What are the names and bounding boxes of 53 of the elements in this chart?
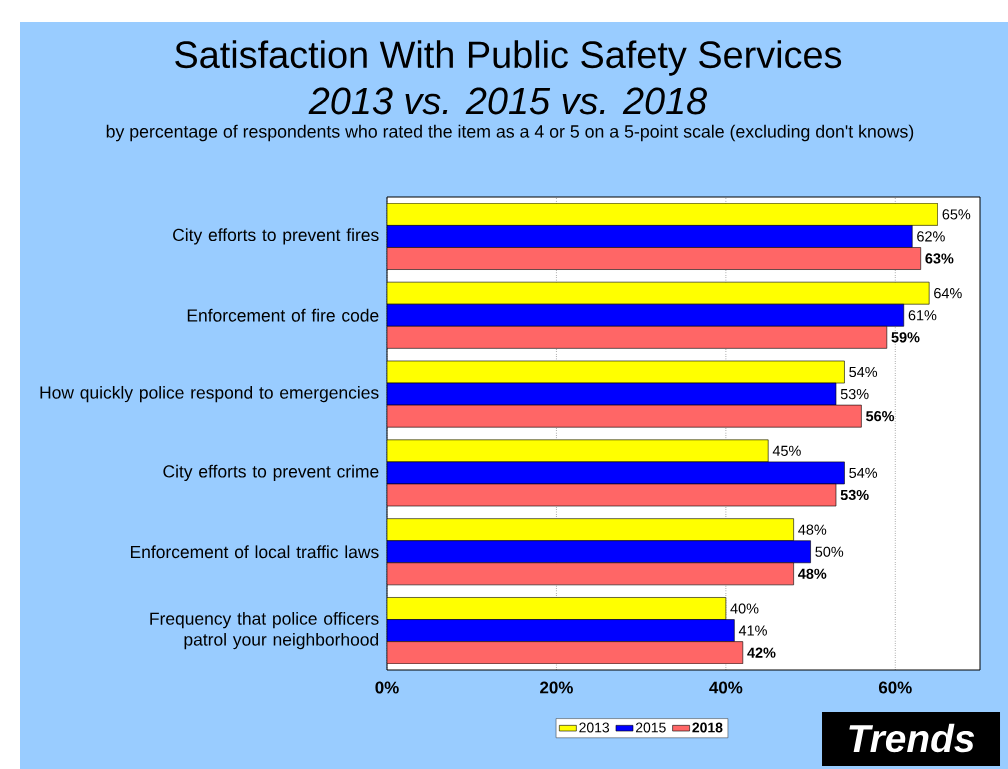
- data-label: 62%: [917, 231, 945, 242]
- x-tick-label: 0%: [375, 681, 399, 694]
- bar: [387, 439, 769, 463]
- data-label: 56%: [866, 411, 895, 422]
- data-label: 41%: [738, 625, 767, 636]
- bar: [387, 303, 905, 327]
- data-label: 53%: [840, 388, 869, 400]
- x-tick-label: 20%: [540, 681, 573, 694]
- data-label: 40%: [730, 603, 759, 614]
- bar: [387, 562, 794, 586]
- bar: [387, 597, 727, 620]
- bar: [387, 203, 938, 226]
- data-label: 54%: [849, 467, 878, 478]
- data-label: 45%: [772, 445, 801, 456]
- legend-label: 2013: [579, 722, 610, 733]
- bar: [387, 281, 930, 305]
- bar: [387, 404, 862, 428]
- x-tick-label: 40%: [709, 681, 743, 694]
- y-tick-label: Enforcement of fire code: [187, 308, 379, 322]
- y-tick-label: City efforts to prevent fires: [173, 228, 379, 245]
- y-tick-label: Frequency that police officers patrol your neighborhood: [150, 611, 379, 650]
- text: Trends: [849, 723, 975, 753]
- y-tick-label: City efforts to prevent crime: [163, 464, 379, 482]
- bar: [387, 483, 837, 507]
- bar: [387, 641, 744, 664]
- data-label: 63%: [925, 253, 954, 264]
- bar: [387, 382, 837, 406]
- y-tick-label: Enforcement of local traffic laws: [130, 545, 379, 559]
- data-label: 65%: [942, 209, 971, 220]
- bar: [387, 619, 735, 642]
- legend-label: 2018: [692, 722, 723, 733]
- data-label: 64%: [934, 288, 962, 299]
- data-label: 48%: [798, 524, 827, 535]
- bar: [387, 518, 794, 542]
- data-label: 53%: [840, 489, 869, 501]
- legend-label: 2015: [635, 722, 666, 733]
- chart-subtitle: 2013 vs. 2015 vs. 2018: [308, 87, 707, 115]
- data-label: 54%: [849, 366, 878, 378]
- bar: [387, 360, 845, 384]
- chart-title: Satisfaction With Public Safety Services: [175, 40, 842, 76]
- data-label: 42%: [747, 647, 776, 658]
- data-label: 50%: [815, 546, 844, 557]
- data-label: 48%: [798, 568, 827, 579]
- y-tick-label: How quickly police respond to emergencies: [40, 385, 379, 403]
- data-label: 59%: [891, 332, 920, 343]
- bar: [387, 325, 888, 349]
- bar: [387, 540, 811, 564]
- data-label: 61%: [908, 310, 937, 321]
- bar: [387, 461, 845, 485]
- text: by percentage of respondents who rated the item as a 4 or 5 on a 5-point scale (excluding don't knows): [106, 124, 914, 142]
- bar: [387, 225, 913, 248]
- bar: [387, 247, 921, 270]
- x-tick-label: 60%: [878, 681, 912, 694]
